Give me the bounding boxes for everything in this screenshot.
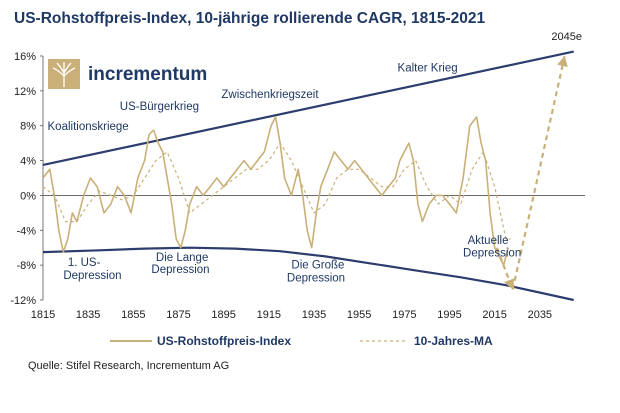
x-tick-label: 1815: [31, 309, 55, 321]
y-tick-label: 12%: [14, 86, 36, 98]
y-tick-label: -8%: [16, 260, 36, 272]
x-tick-label: 1975: [392, 309, 416, 321]
annotation-label: Depression: [287, 273, 345, 285]
legend-label-ma: 10-Jahres-MA: [414, 334, 493, 348]
y-tick-label: 0%: [20, 190, 36, 202]
lower-envelope-line: [42, 246, 574, 302]
legend: US-Rohstoffpreis-Index 10-Jahres-MA: [110, 334, 493, 348]
x-tick-label: 1835: [76, 309, 100, 321]
chart-title: US-Rohstoffpreis-Index, 10-jährige rolli…: [14, 10, 486, 27]
series-lines: [42, 116, 511, 266]
x-tick-label: 1955: [347, 309, 371, 321]
y-tick-label: 8%: [20, 121, 36, 133]
y-tick-label: 16%: [14, 51, 36, 63]
series-line-index: [42, 116, 509, 266]
envelope-lines: [42, 50, 574, 302]
annotation-label: Depression: [63, 270, 121, 282]
annotation-label: Aktuelle: [468, 235, 509, 247]
tree-icon: [52, 62, 76, 87]
annotation-label: Depression: [463, 247, 521, 259]
annotation-label: US-Bürgerkrieg: [120, 101, 199, 113]
annotations: Koalitionskriege US-Bürgerkrieg Zwischenkr…: [48, 63, 522, 285]
x-tick-label: 1915: [257, 309, 281, 321]
annotation-label: 1. US-: [68, 257, 101, 269]
y-tick-label: -12%: [10, 295, 36, 307]
y-tick-label: -4%: [16, 225, 36, 237]
projection-arrow-up: [511, 55, 566, 290]
legend-label-index: US-Rohstoffpreis-Index: [157, 334, 291, 348]
projection-label: 2045e: [551, 31, 582, 43]
y-tick-labels: 16% 12% 8% 4% 0% -4% -8% -12%: [10, 51, 43, 307]
projection-arrows: 2045e: [495, 31, 582, 290]
annotation-label: Die Lange: [156, 252, 208, 264]
incrementum-logo: incrementum: [48, 59, 207, 89]
x-tick-label: 1935: [302, 309, 326, 321]
x-tick-labels: 1815 1835 1855 1875 1895 1915 1935 1955 1975 1995…: [31, 309, 552, 321]
x-tick-label: 2035: [528, 309, 552, 321]
logo-text: incrementum: [88, 64, 207, 85]
annotation-label: Depression: [151, 264, 209, 276]
annotation-label: Die Große: [291, 260, 344, 272]
annotation-label: Zwischenkriegszeit: [221, 89, 319, 101]
series-line-ma: [42, 142, 511, 240]
projection-arrow-up-head: [557, 56, 568, 67]
x-tick-label: 1995: [437, 309, 461, 321]
annotation-label: Koalitionskriege: [48, 121, 129, 133]
x-tick-label: 1875: [166, 309, 190, 321]
annotation-label: Kalter Krieg: [398, 63, 458, 75]
x-tick-label: 2015: [482, 309, 506, 321]
y-tick-label: 4%: [20, 156, 36, 168]
projection-arrow-down-head: [504, 278, 515, 290]
upper-envelope-line: [42, 50, 574, 166]
x-tick-label: 1895: [211, 309, 235, 321]
x-tick-label: 1855: [121, 309, 145, 321]
source-note: Quelle: Stifel Research, Incrementum AG: [28, 360, 230, 372]
